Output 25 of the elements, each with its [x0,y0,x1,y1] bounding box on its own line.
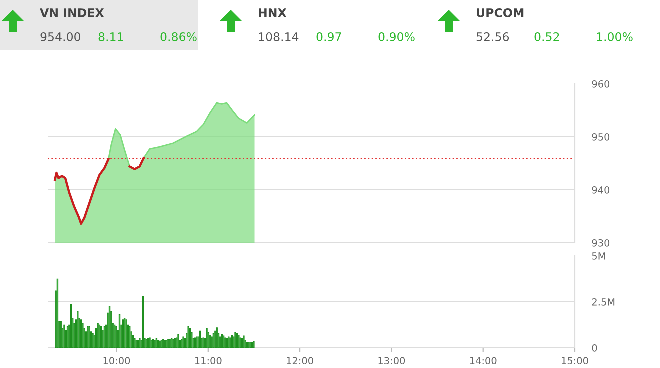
text: 108.14 [259,32,299,42]
text: 954.00 [40,32,81,42]
y-tick-label: 940 [592,186,610,194]
text: 1.00% [597,32,633,42]
y-tick-label: 0 [592,344,598,352]
x-tick-label: 10:00 [104,357,130,365]
text: 8.11 [98,32,124,42]
y-tick-label: 960 [592,80,610,88]
text: 0.52 [534,32,560,42]
text: 0.97 [316,32,342,42]
x-tick-label: 11:00 [195,357,222,365]
y-tick-label: 2.5M [592,298,615,306]
y-tick-label: 950 [592,133,610,141]
text: VN INDEX [40,8,104,18]
text: 52.56 [476,32,510,42]
text: UPCOM [477,8,524,18]
text: HNX [259,8,287,18]
x-tick-label: 15:00 [562,357,588,365]
text: 0.90% [378,32,415,42]
text: 0.86% [160,32,197,42]
x-tick-label: 14:00 [470,357,497,365]
y-tick-label: 5M [592,252,606,260]
x-tick-label: 13:00 [378,357,406,365]
y-tick-label: 930 [592,239,610,247]
x-tick-label: 12:00 [287,357,314,365]
